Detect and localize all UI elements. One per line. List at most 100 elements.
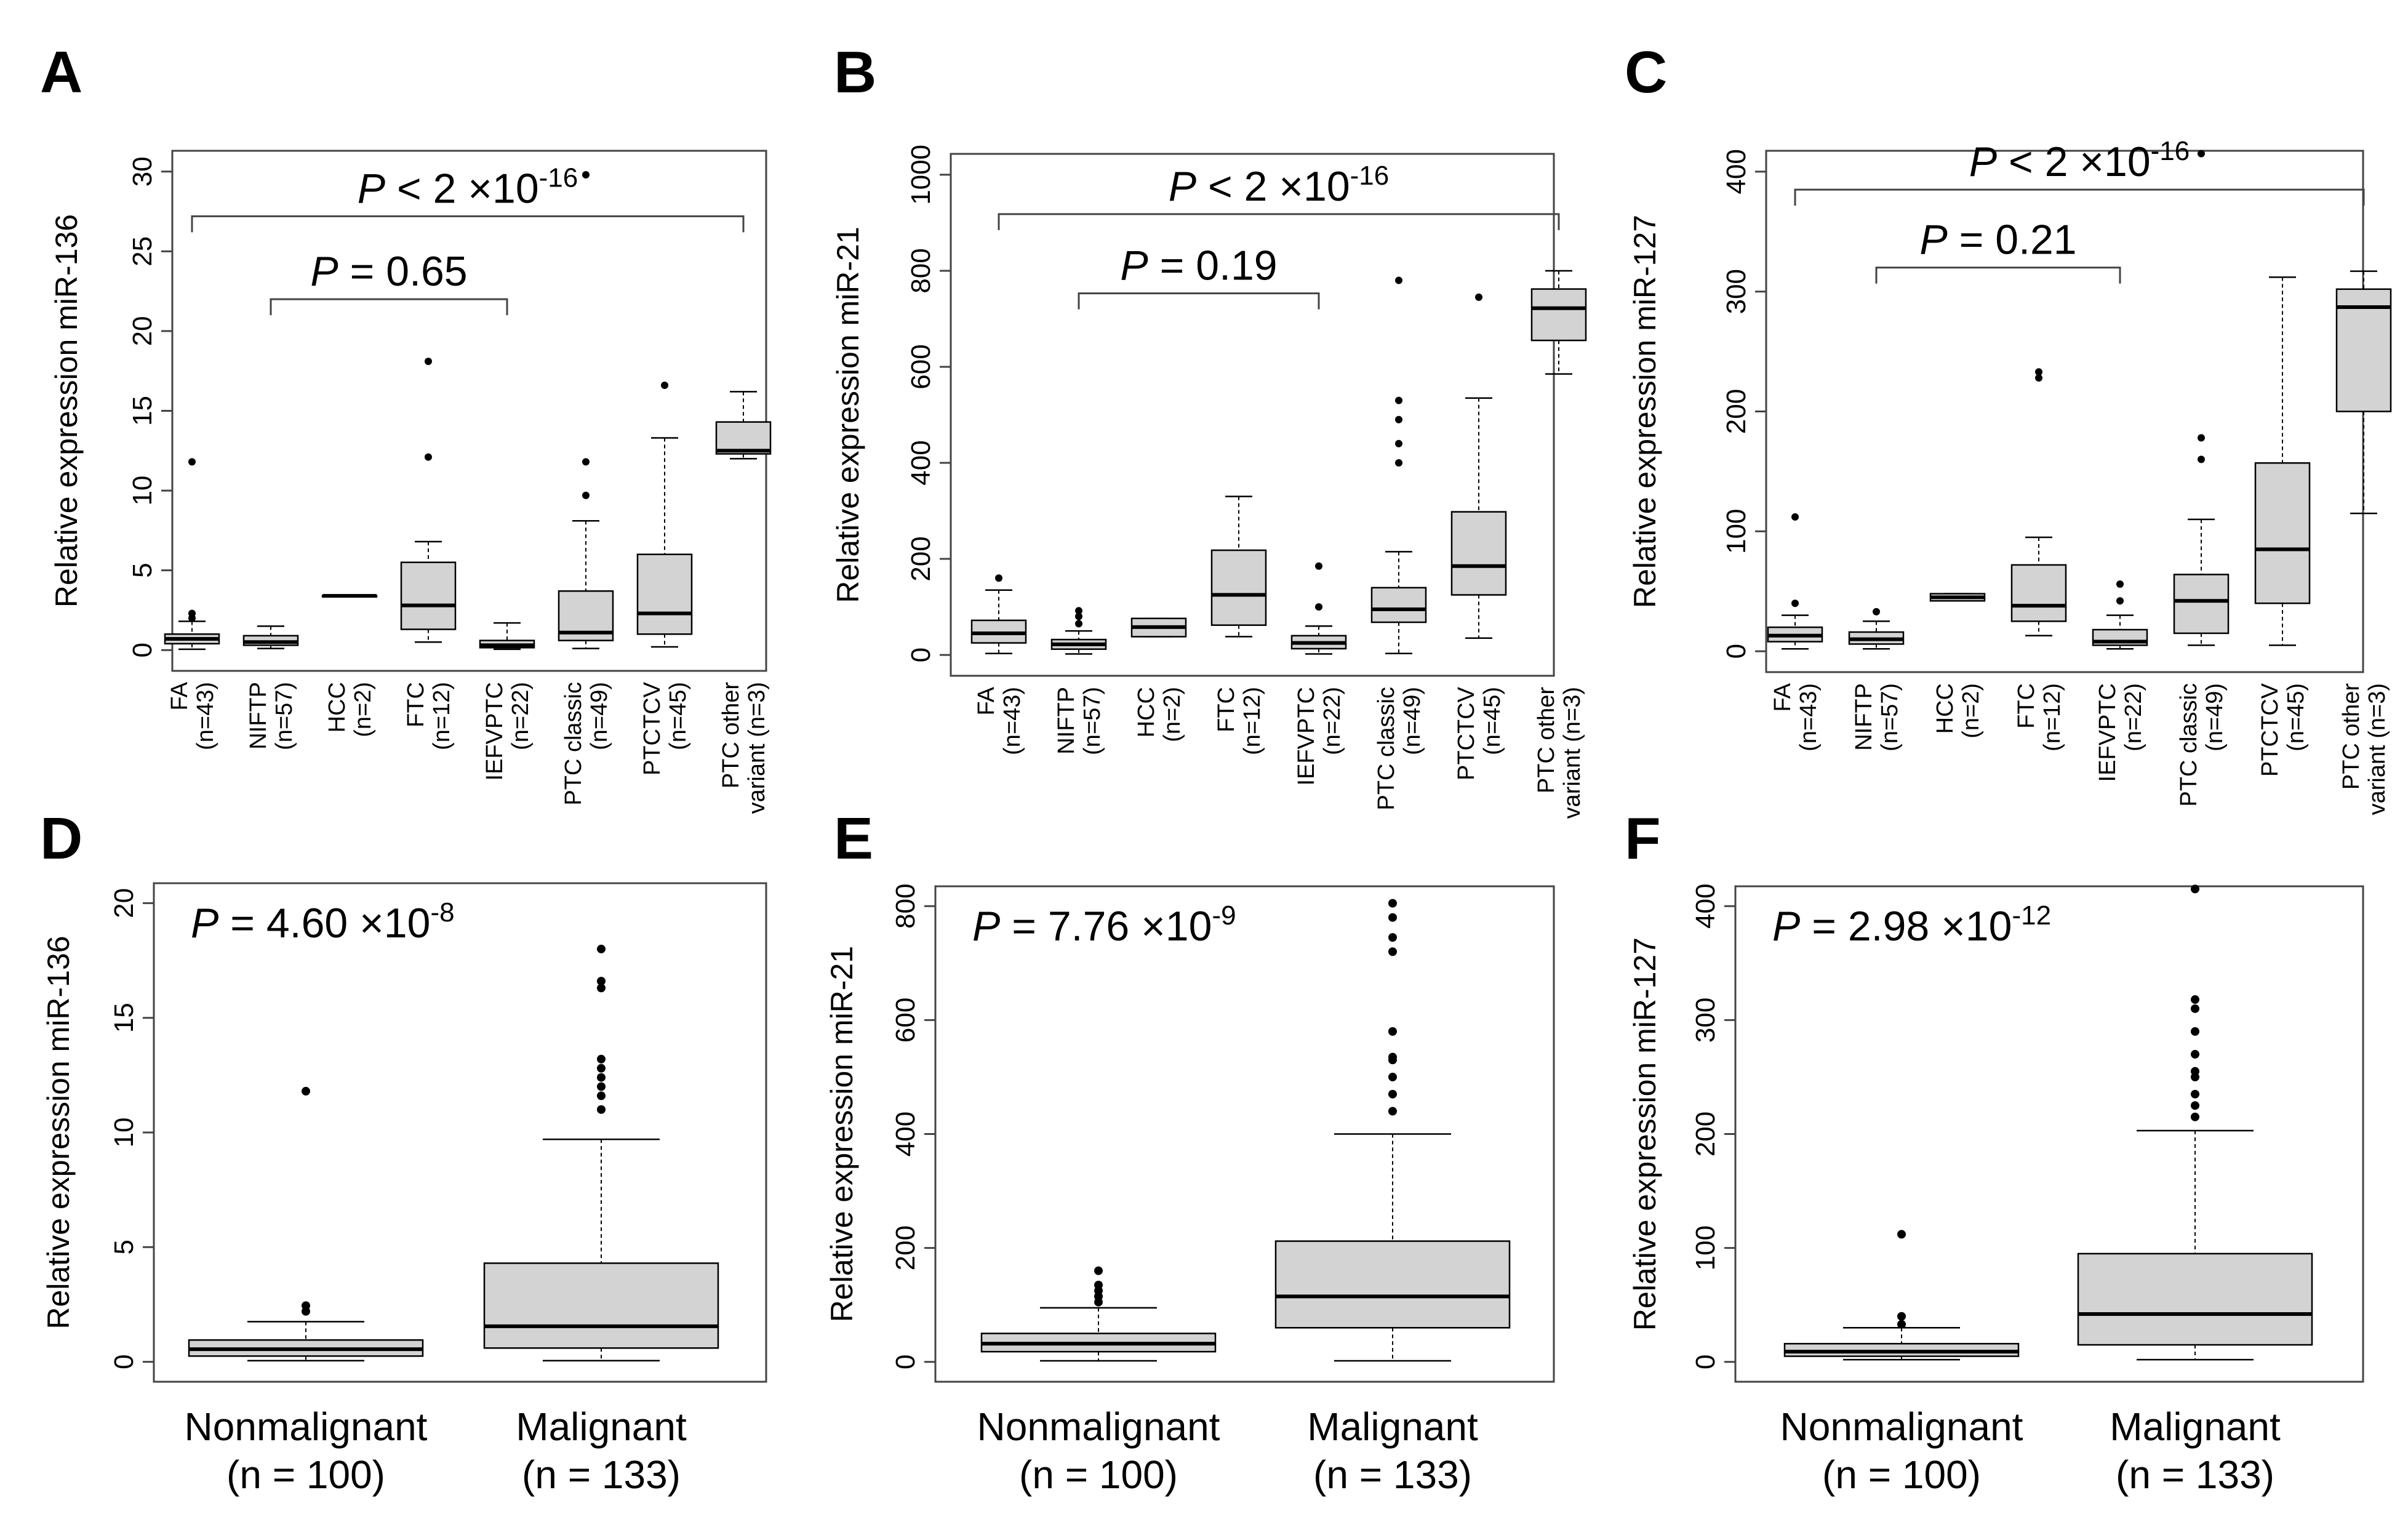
iqr-box (1274, 1240, 1511, 1329)
boxplot-fa: FA (n=43) (164, 458, 220, 750)
significance-bracket (1875, 267, 2121, 284)
x-category-label: FA (167, 681, 193, 710)
outlier-point (302, 1086, 310, 1096)
y-tick-label: 30 (127, 156, 158, 186)
outlier-point (2191, 884, 2199, 894)
outlier-point (1388, 933, 1397, 942)
x-category-label: HCC (1932, 683, 1958, 734)
x-category-n: (n=2) (350, 682, 376, 737)
boxplot-niftp: NIFTP (n=57) (1848, 607, 1905, 751)
y-tick-label: 600 (890, 998, 921, 1043)
outlier-point (661, 382, 668, 390)
outlier-point (1388, 1107, 1397, 1116)
iqr-box (400, 561, 457, 630)
significance-bracket (998, 213, 1560, 230)
panel-a: A 0 5 10 15 20 25 30 Relative expression miR-136… (40, 39, 772, 814)
x-category-label: HCC (324, 682, 350, 732)
iqr-box (715, 421, 772, 455)
y-tick-label: 15 (109, 1003, 139, 1033)
y-tick-label: 10 (109, 1118, 139, 1148)
x-category-label: PTCTCV (2257, 683, 2283, 777)
x-category-label: PTC classic (1374, 687, 1399, 811)
x-category-label: FTC (1214, 687, 1239, 732)
boxplot-malignant: Malignant(n = 133) (483, 944, 719, 1497)
p-value-text: = 0.19 (1148, 242, 1278, 289)
outlier-point (2198, 150, 2205, 158)
y-tick-label: 20 (109, 888, 139, 918)
x-category-label: IEFVPTC (2095, 683, 2121, 782)
outlier-point (302, 1301, 310, 1310)
x-category-label: FA (1770, 683, 1796, 711)
x-category-label: Nonmalignant (977, 1405, 1220, 1449)
x-category-n: (n=22) (1319, 687, 1345, 755)
outlier-point (1075, 607, 1082, 615)
x-category-n: (n = 100) (226, 1453, 385, 1497)
p-value-exponent: -9 (1212, 900, 1236, 931)
y-axis-label: Relative expression miR-21 (831, 226, 865, 603)
x-category-label: PTC other (718, 682, 744, 789)
panel-letter: D (40, 806, 82, 872)
x-category-n: (n = 133) (1313, 1453, 1472, 1497)
x-category-label: NIFTP (1054, 687, 1079, 755)
iqr-box (1530, 288, 1587, 342)
x-category-label: PTCTCV (639, 681, 665, 776)
y-tick-label: 0 (890, 1355, 921, 1369)
outlier-point (2191, 1027, 2199, 1036)
outlier-point (1475, 293, 1482, 301)
y-tick-label: 15 (127, 396, 158, 426)
outlier-point (425, 358, 432, 366)
significance-bracket (191, 215, 745, 233)
y-tick-label: 200 (906, 536, 936, 581)
x-category-n: (n=43) (999, 687, 1025, 755)
panel-letter: E (834, 806, 873, 872)
boxplot-malignant: Malignant(n = 133) (1274, 899, 1511, 1497)
y-tick-label: 100 (1721, 509, 1751, 554)
outlier-point (1388, 1052, 1397, 1062)
x-category-n: (n=45) (2283, 683, 2309, 751)
outlier-point (582, 170, 590, 178)
p-value-text: = 4.60 ×10 (218, 900, 430, 947)
p-value-label: P = 0.21 (1919, 217, 2076, 263)
panel-letter: A (40, 39, 82, 105)
outlier-point (2191, 995, 2199, 1004)
x-category-n: (n = 100) (1019, 1453, 1178, 1497)
x-category-n: (n=2) (1958, 683, 1984, 739)
panel-letter: B (834, 39, 876, 105)
x-category-n: variant (n=3) (744, 682, 770, 814)
outlier-point (188, 609, 196, 617)
outlier-point (188, 458, 196, 466)
outlier-point (1791, 599, 1799, 607)
x-category-n: (n=49) (586, 682, 612, 750)
outlier-point (597, 944, 606, 953)
panel-d: D 0 5 10 15 20 Relative expression miR-136 Nonm… (40, 806, 767, 1497)
iqr-box (2010, 564, 2067, 622)
x-category-n: (n=2) (1159, 687, 1185, 742)
outlier-point (2198, 455, 2205, 463)
p-value-text: < 2 ×10 (1196, 163, 1350, 210)
outlier-point (2191, 1112, 2199, 1121)
x-category-n: (n=12) (2039, 683, 2065, 751)
x-category-label: Malignant (516, 1405, 687, 1449)
y-axis-label: Relative expression miR-136 (49, 214, 84, 607)
boxplot-nonmalignant: Nonmalignant(n = 100) (977, 1266, 1220, 1497)
significance-bracket (1078, 292, 1320, 310)
y-tick-label: 200 (890, 1225, 921, 1270)
x-category-n: (n=43) (1796, 683, 1822, 751)
boxplot-iefvptc: IEFVPTC (n=22) (1290, 562, 1347, 785)
x-category-label: Malignant (1307, 1405, 1478, 1449)
p-value-text: < 2 ×10 (385, 165, 539, 212)
x-category-n: (n=12) (429, 682, 455, 750)
outlier-point (2191, 1089, 2199, 1099)
p-value-label: P = 0.19 (1120, 242, 1277, 289)
x-category-label: HCC (1134, 687, 1159, 737)
boxplot-iefvptc: IEFVPTC (n=22) (2092, 580, 2148, 782)
x-category-n: (n = 100) (1822, 1453, 1981, 1497)
p-symbol: P (310, 248, 338, 295)
outlier-point (597, 977, 606, 986)
panel-letter: F (1625, 806, 1661, 872)
x-category-n: (n=57) (1877, 683, 1903, 751)
x-category-label: PTCTCV (1454, 686, 1479, 780)
iqr-box (1370, 587, 1427, 623)
p-value-exponent: -12 (2012, 900, 2051, 931)
x-category-n: (n = 133) (522, 1453, 681, 1497)
